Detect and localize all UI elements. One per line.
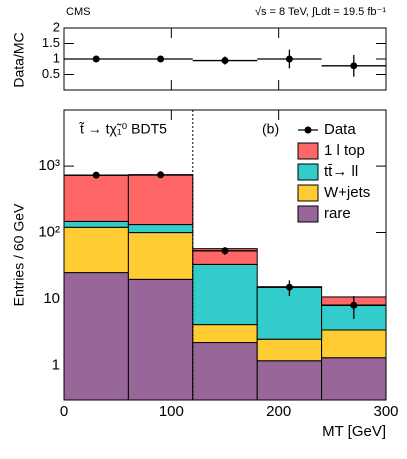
y-tick-label: 10 [43, 290, 60, 307]
data-point [285, 55, 293, 63]
legend-swatch [297, 184, 319, 202]
y-axis-label: Entries / 60 GeV [11, 203, 27, 306]
y-tick-label: 2 [53, 19, 60, 34]
y-tick-label: 1.5 [42, 35, 60, 50]
energy-label: √s = 8 TeV, ∫Ldt = 19.5 fb⁻¹ [255, 6, 386, 18]
stack-segment [127, 278, 194, 401]
x-tick-label: 0 [60, 403, 68, 420]
stack-segment [321, 329, 387, 359]
stack-segment [127, 232, 194, 280]
legend-label: tt̄→ ll [324, 163, 358, 180]
experiment-label: CMS [66, 6, 90, 18]
stack-segment [127, 174, 194, 226]
stack-segment [192, 263, 258, 326]
frame [63, 27, 387, 91]
stack-segment [127, 224, 194, 234]
stack-segment [256, 360, 323, 401]
legend-data-marker [304, 126, 312, 134]
legend-label: 1 l top [324, 142, 365, 159]
legend-swatch [297, 163, 319, 181]
y-tick-label: 0.5 [42, 66, 60, 81]
data-point [92, 55, 100, 63]
panel-label: (b) [262, 121, 279, 137]
stack-segment [63, 220, 129, 228]
stack-segment [63, 226, 129, 274]
legend-label: W+jets [324, 184, 370, 201]
legend-label: rare [324, 205, 351, 222]
data-point [350, 301, 358, 309]
legend-swatch [297, 142, 319, 160]
y-tick-label: 10² [38, 223, 60, 240]
data-point [221, 57, 229, 65]
data-point [157, 171, 165, 179]
data-point [221, 247, 229, 255]
x-tick-label: 300 [373, 403, 398, 420]
stack-segment [192, 342, 258, 401]
stack-segment [256, 338, 323, 362]
legend-label: Data [324, 121, 356, 138]
stack-segment [63, 272, 129, 401]
data-point [350, 62, 358, 70]
stack-segment [63, 174, 129, 222]
legend-swatch [297, 205, 319, 223]
data-point [157, 55, 165, 63]
x-tick-label: 100 [159, 403, 184, 420]
y-tick-label: 1 [52, 356, 60, 373]
y-tick-label: 10³ [38, 157, 60, 174]
stack-segment [192, 324, 258, 344]
frame [63, 109, 387, 401]
data-point [285, 283, 293, 291]
annotation: t̃ → tχ̃₁⁰ BDT5 [79, 121, 168, 137]
stack-segment [321, 357, 387, 401]
data-point [92, 171, 100, 179]
x-tick-label: 200 [266, 403, 291, 420]
ratio-y-label: Data/MC [11, 32, 27, 87]
y-tick-label: 1 [53, 50, 60, 65]
x-axis-label: MT [GeV] [322, 423, 386, 440]
